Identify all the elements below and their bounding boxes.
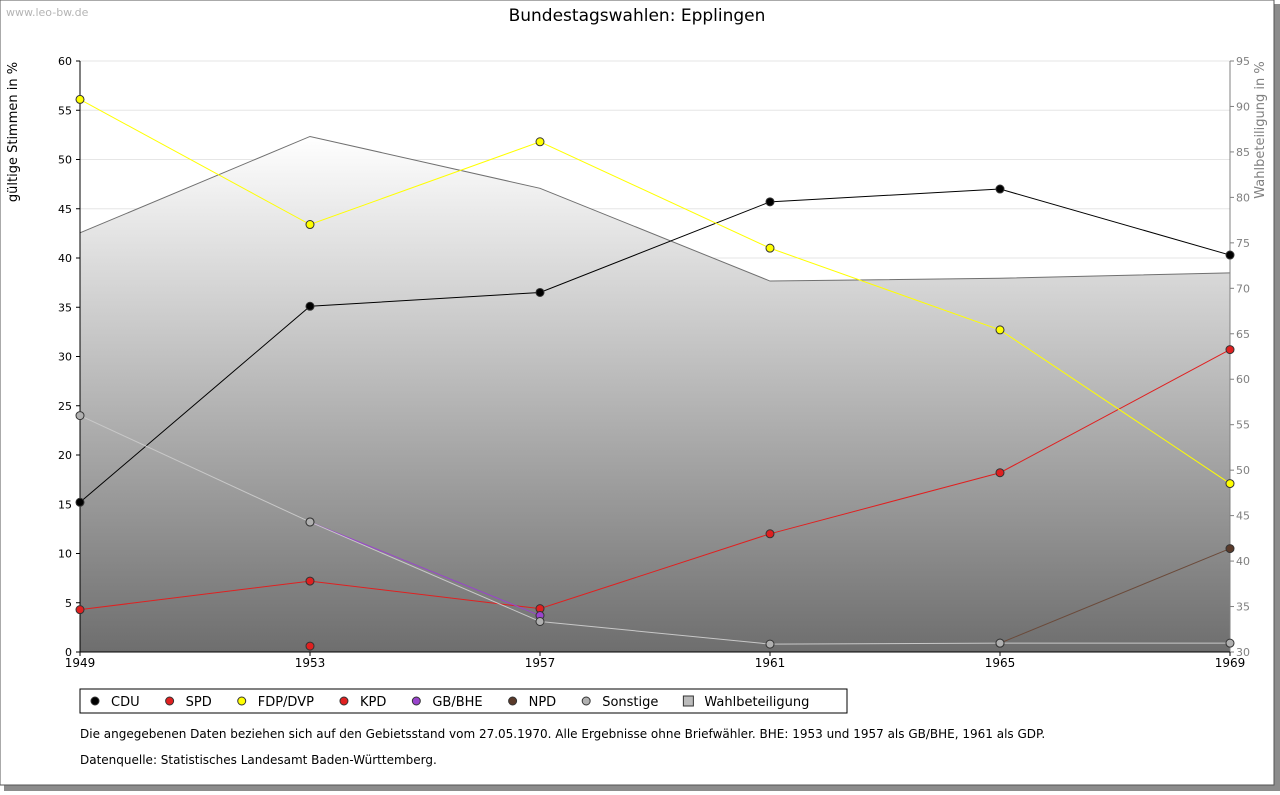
y2-axis-label: Wahlbeteiligung in %	[1253, 61, 1268, 198]
series-line-npd	[999, 548, 1231, 644]
y2-tick-label: 50	[1236, 464, 1250, 477]
y-tick-label: 45	[58, 203, 72, 216]
y-tick-label: 10	[58, 548, 72, 561]
point-fdp-dvp	[1225, 479, 1235, 489]
point-spd	[765, 529, 775, 539]
axes: 0 5 10 15 20 25 30 35 40 45 50 55 60 30 35 40 45 50 55 60 65…	[58, 55, 1250, 670]
point-spd	[995, 468, 1005, 478]
chart-title: Bundestagswahlen: Epplingen	[509, 6, 766, 26]
y2-tick-label: 85	[1236, 146, 1250, 159]
point-fdp-dvp	[75, 94, 85, 104]
y2-tick-label: 75	[1236, 237, 1250, 250]
y-tick-label: 20	[58, 449, 72, 462]
y-tick-label: 35	[58, 301, 72, 314]
point-cdu	[1225, 250, 1235, 260]
y-tick-label: 15	[58, 498, 72, 511]
x-tick-label: 1953	[295, 656, 326, 670]
y2-tick-label: 45	[1236, 510, 1250, 523]
y2-tick-label: 80	[1236, 191, 1250, 204]
legend-marker-spd	[165, 696, 175, 706]
y2-tick-label: 90	[1236, 100, 1250, 113]
turnout-area-layer	[79, 135, 1231, 652]
y2-tick-label: 30	[1236, 646, 1250, 659]
y-tick-label: 0	[65, 646, 72, 659]
legend-label-wahlbeteiligung: Wahlbeteiligung	[704, 695, 809, 710]
point-cdu	[765, 197, 775, 207]
y2-tick-label: 55	[1236, 419, 1250, 432]
x-tick-label: 1965	[985, 656, 1016, 670]
y-tick-label: 30	[58, 351, 72, 364]
point-fdp-dvp	[765, 243, 775, 253]
legend-marker-kpd	[339, 696, 349, 706]
point-fdp-dvp	[995, 325, 1005, 335]
legend-label-cdu: CDU	[111, 695, 140, 710]
y-tick-label: 25	[58, 400, 72, 413]
y2-tick-label: 60	[1236, 373, 1250, 386]
x-tick-label: 1949	[65, 656, 96, 670]
y-tick-label: 40	[58, 252, 72, 265]
footnote-2: Datenquelle: Statistisches Landesamt Bad…	[80, 753, 437, 767]
legend-marker-sonstige	[581, 696, 591, 706]
turnout-line	[79, 135, 1231, 282]
y-tick-label: 60	[58, 55, 72, 68]
footnote-1: Die angegebenen Daten beziehen sich auf …	[80, 727, 1045, 741]
point-spd	[305, 576, 315, 586]
y-tick-label: 5	[65, 597, 72, 610]
point-kpd	[305, 641, 315, 651]
legend: CDU SPD FDP/DVP KPD GB/BHE NPD Sonstige Wahlbet…	[90, 695, 809, 710]
point-sonstige	[535, 616, 545, 626]
series-line-fdp-dvp	[79, 98, 1231, 484]
legend-label-npd: NPD	[529, 695, 557, 710]
y-axis-label: gültige Stimmen in %	[6, 62, 21, 202]
y2-tick-label: 65	[1236, 328, 1250, 341]
point-sonstige	[305, 517, 315, 527]
y-tick-label: 50	[58, 154, 72, 167]
point-fdp-dvp	[535, 137, 545, 147]
series-layer	[79, 98, 1231, 645]
legend-label-spd: SPD	[186, 695, 212, 710]
point-spd	[75, 605, 85, 615]
turnout-area	[80, 136, 1230, 652]
y2-tick-label: 70	[1236, 282, 1250, 295]
point-sonstige	[765, 639, 775, 649]
legend-marker-cdu	[90, 696, 100, 706]
point-sonstige	[995, 638, 1005, 648]
point-npd	[1225, 544, 1235, 554]
point-cdu	[995, 184, 1005, 194]
y2-tick-label: 95	[1236, 55, 1250, 68]
marker-layer	[75, 94, 1235, 651]
series-line-cdu	[79, 188, 1231, 503]
series-line-sonstige	[79, 415, 1230, 645]
point-spd	[1225, 345, 1235, 355]
point-cdu	[75, 497, 85, 507]
point-cdu	[305, 301, 315, 311]
legend-label-fdp-dvp: FDP/DVP	[258, 695, 314, 710]
watermark: www.leo-bw.de	[6, 6, 89, 19]
legend-label-kpd: KPD	[360, 695, 386, 710]
legend-box	[79, 688, 848, 714]
legend-marker-fdp-dvp	[237, 696, 247, 706]
point-cdu	[535, 287, 545, 297]
legend-marker-gb-bhe	[411, 696, 421, 706]
x-tick-label: 1957	[525, 656, 556, 670]
legend-marker-wahlbeteiligung	[682, 695, 694, 707]
y-tick-label: 55	[58, 104, 72, 117]
legend-label-sonstige: Sonstige	[602, 695, 658, 710]
y2-tick-label: 40	[1236, 555, 1250, 568]
point-fdp-dvp	[305, 220, 315, 230]
legend-label-gb-bhe: GB/BHE	[432, 695, 482, 710]
point-sonstige	[75, 411, 85, 421]
x-tick-label: 1969	[1215, 656, 1246, 670]
point-sonstige	[1225, 638, 1235, 648]
x-tick-label: 1961	[755, 656, 786, 670]
legend-marker-npd	[508, 696, 518, 706]
series-line-spd	[79, 349, 1231, 611]
y2-tick-label: 35	[1236, 601, 1250, 614]
series-line-gb-bhe	[309, 521, 541, 617]
